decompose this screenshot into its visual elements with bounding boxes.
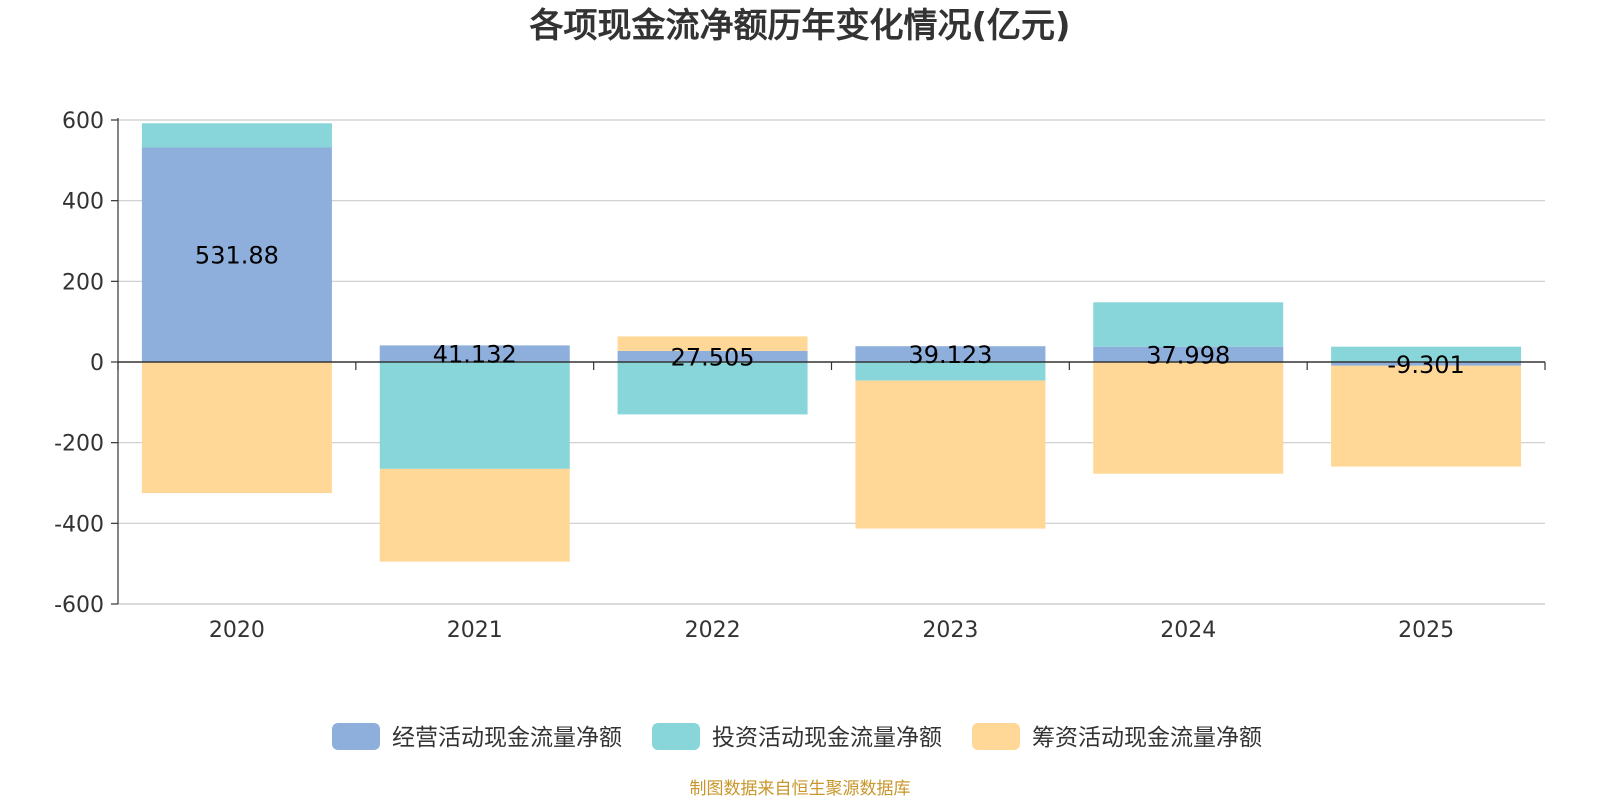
data-label-2025: -9.301: [1387, 351, 1464, 379]
data-label-2021: 41.132: [433, 341, 517, 369]
legend-swatch-3: [972, 723, 1020, 750]
bar-2022-series-1: [617, 350, 808, 362]
bar-2020-series-3: [141, 362, 332, 494]
x-tick-label: 2022: [685, 618, 741, 643]
bar-2022-series-3: [617, 336, 808, 351]
data-label-2022: 27.505: [671, 343, 755, 371]
bar-2023-series-3: [855, 380, 1046, 529]
y-tick-label: 600: [62, 109, 104, 134]
x-tick-label: 2024: [1160, 618, 1216, 643]
x-tick-label: 2023: [922, 618, 978, 643]
source-note: 制图数据来自恒生聚源数据库: [690, 779, 911, 799]
legend-swatch-2: [652, 723, 700, 750]
bar-2023-series-1: [855, 346, 1046, 362]
bar-2025-series-3: [1331, 365, 1522, 467]
bar-2024-series-3: [1093, 362, 1284, 474]
legend-swatch-1: [332, 723, 380, 750]
legend-label-2: 投资活动现金流量净额: [712, 725, 942, 751]
y-tick-label: -400: [54, 512, 104, 537]
data-label-2024: 37.998: [1146, 341, 1230, 369]
data-labels: 531.88 41.132 27.505 39.123 37.998 -9.301: [195, 242, 1465, 379]
legend: 经营活动现金流量净额 投资活动现金流量净额 筹资活动现金流量净额: [332, 723, 1262, 751]
y-tick-label: 0: [90, 351, 104, 376]
bar-2021-series-1: [379, 345, 570, 362]
y-tick-label: 200: [62, 270, 104, 295]
data-label-2023: 39.123: [908, 341, 992, 369]
bar-2025-series-1: [1331, 362, 1522, 366]
bar-2020-series-2: [141, 123, 332, 148]
bar-2024-series-1: [1093, 346, 1284, 362]
bar-2022-series-2: [617, 362, 808, 415]
bar-2024-series-2: [1093, 302, 1284, 347]
y-tick-label: -200: [54, 432, 104, 457]
x-tick-label: 2025: [1398, 618, 1454, 643]
x-tick-label: 2020: [209, 618, 265, 643]
bar-2023-series-2: [855, 362, 1046, 381]
chart-title: 各项现金流净额历年变化情况(亿元): [529, 6, 1070, 46]
y-tick-label: 400: [62, 190, 104, 215]
bar-2021-series-3: [379, 468, 570, 562]
axes: 600 400 200 0 -200 -400 -600 2020 2021 2022 2023 20…: [54, 109, 1546, 643]
bar-2020-series-1: [141, 147, 332, 362]
bar-2025-series-2: [1331, 346, 1522, 362]
legend-label-3: 筹资活动现金流量净额: [1032, 725, 1262, 751]
grid: [118, 119, 1545, 605]
data-label-2020: 531.88: [195, 242, 279, 270]
y-tick-label: -600: [54, 593, 104, 618]
bars: [141, 123, 1522, 562]
x-tick-label: 2021: [447, 618, 503, 643]
legend-label-1: 经营活动现金流量净额: [392, 725, 622, 751]
bar-2021-series-2: [379, 362, 570, 469]
